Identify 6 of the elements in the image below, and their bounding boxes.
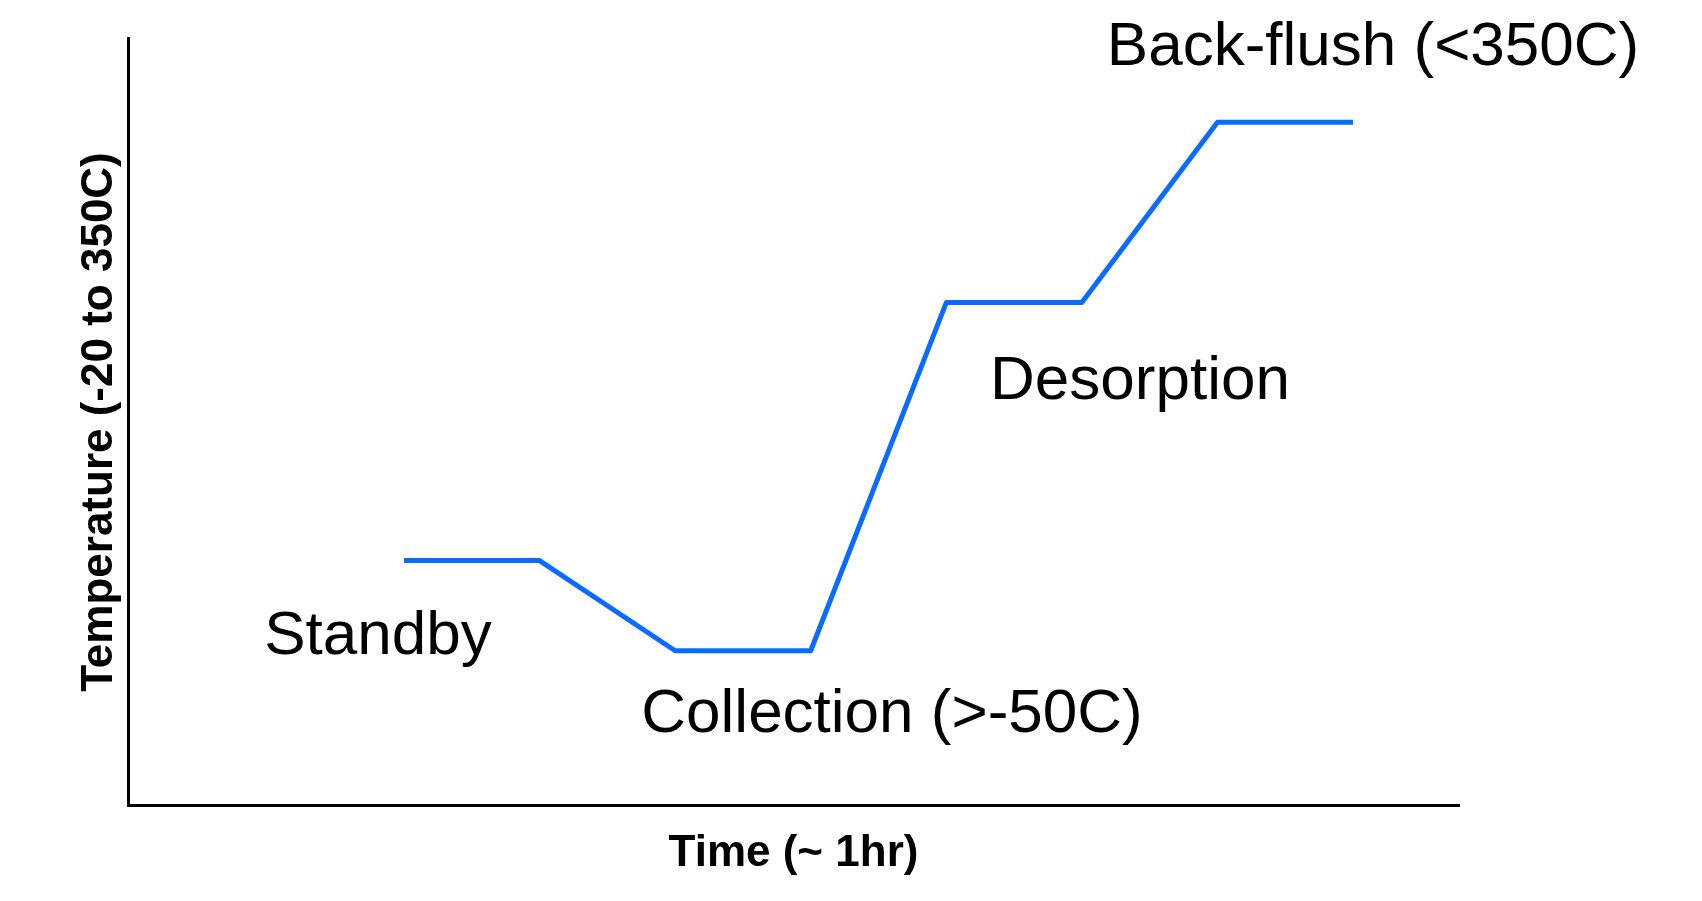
x-axis-title: Time (~ 1hr) [668, 825, 919, 875]
annotation: Standby [264, 598, 492, 667]
annotation: Desorption [990, 343, 1290, 412]
y-axis-title: Temperature (-20 to 350C) [71, 152, 121, 692]
text: Back-flush (<350C) [1106, 9, 1640, 78]
annotation: Collection (>-50C) [641, 676, 1143, 745]
